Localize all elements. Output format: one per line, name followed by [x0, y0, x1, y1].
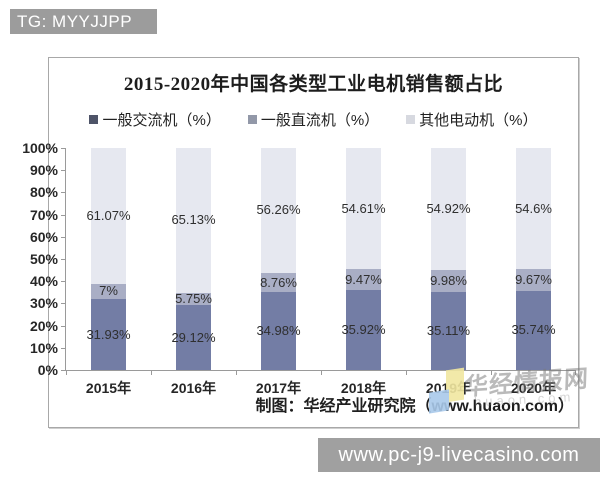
bar-segment-2016年-series0: [176, 305, 211, 370]
y-axis-tick-label: 90%: [29, 162, 58, 179]
y-axis-tick-label: 10%: [29, 339, 58, 356]
data-label: 9.47%: [345, 271, 382, 287]
data-label: 8.76%: [260, 274, 297, 290]
chart-title: 2015-2020年中国各类型工业电机销售额占比: [123, 74, 504, 95]
bar-segment-2019年-series0: [431, 292, 466, 370]
chart-panel: 2015-2020年中国各类型工业电机销售额占比 一般交流机（%） 一般直流机（%…: [22, 57, 579, 428]
bar-segment-2020年-series1: [516, 269, 551, 291]
bar-segment-2019年-series2: [431, 147, 466, 270]
y-axis-tick-mark: [61, 370, 66, 371]
x-axis-tick-mark: [575, 370, 576, 375]
legend-item-0: 一般交流机（%）: [89, 109, 221, 130]
y-axis-tick-mark: [61, 303, 66, 305]
x-axis-tick-label: 2017年: [255, 380, 302, 396]
bar-segment-2015年-series2: [91, 148, 126, 284]
data-label: 5.75%: [175, 290, 212, 306]
y-axis-tick-label: 0%: [37, 362, 58, 378]
bar-segment-2016年-series2: [176, 148, 211, 293]
y-axis-tick-label: 80%: [29, 184, 58, 201]
y-axis-tick-mark: [61, 325, 66, 327]
y-axis-tick-label: 70%: [29, 206, 58, 223]
data-label: 7%: [99, 283, 118, 299]
legend-label: 一般直流机（%）: [260, 112, 380, 129]
data-label: 34.98%: [256, 323, 301, 339]
x-axis-tick-label: 2018年: [340, 380, 387, 396]
plot-area: 100% 90% 80% 70% 60% 50% 40% 30% 20% 10% 0% 31.93% 7…: [22, 140, 576, 396]
tg-watermark-badge: TG: MYYJJPP: [10, 9, 157, 34]
data-label: 56.26%: [256, 202, 301, 218]
bar-segment-2018年-series1: [346, 269, 381, 291]
data-label: 9.98%: [430, 272, 467, 288]
y-axis-tick-mark: [61, 214, 66, 216]
bar-segment-2018年-series2: [346, 148, 381, 270]
huajing-logo-icon: [428, 366, 468, 414]
bar-segment-2020年-series0: [516, 290, 551, 370]
x-axis-tick-mark: [151, 370, 152, 375]
x-axis-tick-mark: [406, 370, 407, 375]
legend-item-1: 一般直流机（%）: [247, 109, 380, 130]
bar-segment-2015年-series1: [91, 283, 126, 300]
y-axis-tick-label: 30%: [29, 295, 58, 312]
legend-label: 其他电动机（%）: [419, 112, 538, 129]
data-label: 35.74%: [511, 322, 556, 338]
x-axis-tick-mark: [236, 370, 237, 375]
legend-item-2: 其他电动机（%）: [406, 109, 538, 130]
y-axis-tick-mark: [61, 347, 66, 349]
x-axis-tick-mark: [491, 370, 492, 375]
data-label: 61.07%: [86, 207, 131, 223]
x-axis-tick-label: 2016年: [170, 380, 217, 396]
bar-segment-2016年-series1: [176, 292, 211, 306]
bar-segment-2019年-series1: [431, 269, 466, 293]
data-label: 65.13%: [171, 212, 216, 228]
y-axis-tick-label: 20%: [29, 317, 58, 334]
bar-segment-2020年-series2: [516, 148, 551, 270]
data-label: 35.92%: [341, 322, 386, 338]
bar-segment-2017年-series0: [261, 292, 296, 370]
casino-watermark-bar: www.pc-j9-livecasino.com: [318, 438, 600, 472]
y-axis-tick-mark: [61, 281, 66, 283]
x-axis-tick-mark: [66, 370, 67, 375]
data-label: 54.92%: [426, 200, 471, 216]
y-axis-tick-label: 40%: [29, 273, 58, 290]
bar-segment-2018年-series0: [346, 290, 381, 370]
y-axis-tick-mark: [61, 148, 66, 149]
data-label: 9.67%: [515, 271, 552, 287]
y-axis-tick-label: 100%: [22, 140, 58, 156]
legend-swatch-icon: [89, 115, 99, 124]
y-axis-tick-label: 60%: [29, 228, 58, 245]
legend-swatch-icon: [406, 115, 416, 124]
chart-legend: 一般交流机（%） 一般直流机（%） 其他电动机（%）: [49, 109, 578, 130]
x-axis-tick-mark: [321, 370, 322, 375]
data-label: 54.61%: [341, 200, 386, 216]
x-axis-tick-label: 2015年: [85, 380, 132, 396]
y-axis-tick-mark: [61, 259, 66, 260]
data-label: 35.11%: [426, 323, 471, 339]
bar-segment-2017年-series2: [261, 148, 296, 273]
bar-segment-2017年-series1: [261, 272, 296, 293]
bar-segment-2015年-series0: [91, 299, 126, 370]
y-axis-tick-mark: [61, 236, 66, 238]
y-axis-tick-label: 50%: [29, 251, 58, 267]
data-label: 29.12%: [171, 329, 216, 345]
source-credit: 制图：华经产业研究院（www.huaon.com）: [255, 398, 574, 415]
x-axis-tick-label: 2020年: [510, 380, 557, 396]
data-label: 54.6%: [515, 200, 552, 216]
logo-blue-face: [429, 389, 449, 414]
y-axis-tick-mark: [61, 170, 66, 172]
data-label: 31.93%: [86, 326, 131, 342]
legend-swatch-icon: [247, 115, 257, 124]
y-axis-tick-mark: [61, 192, 66, 194]
legend-label: 一般交流机（%）: [102, 112, 221, 129]
